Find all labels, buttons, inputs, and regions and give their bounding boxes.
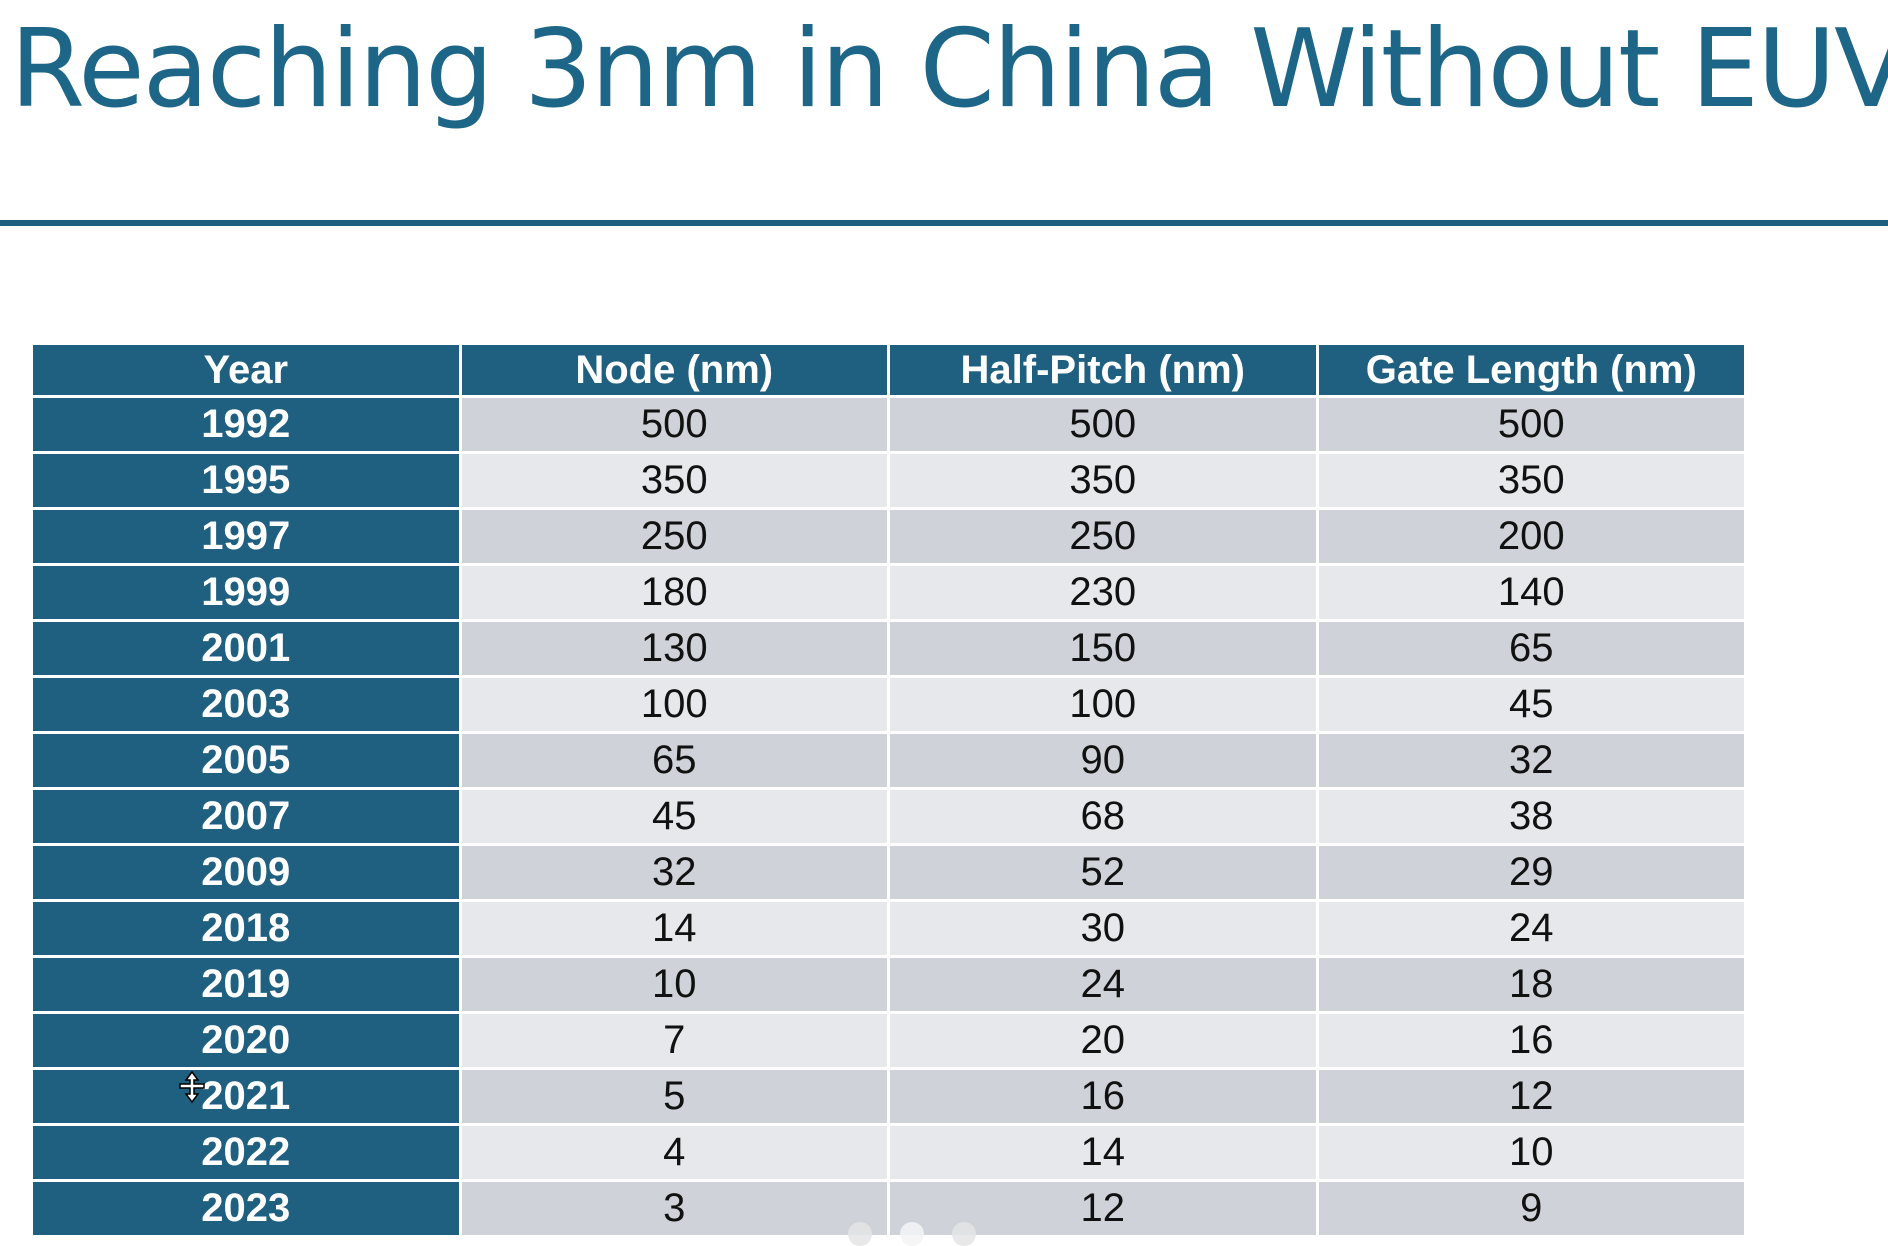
half-pitch-cell[interactable]: 250 (890, 510, 1316, 563)
table-row[interactable]: 2020 7 20 16 (33, 1014, 1744, 1067)
half-pitch-cell[interactable]: 500 (890, 398, 1316, 451)
year-cell[interactable]: 2020 (33, 1014, 459, 1067)
gate-length-cell[interactable]: 200 (1318, 510, 1744, 563)
table-body: 1992 500 500 500 1995 350 350 350 1997 250 250 200 1… (33, 398, 1744, 1235)
half-pitch-cell[interactable]: 90 (890, 734, 1316, 787)
year-cell[interactable]: 2007 (33, 790, 459, 843)
year-cell[interactable]: 1997 (33, 510, 459, 563)
half-pitch-cell[interactable]: 68 (890, 790, 1316, 843)
slide-title: Reaching 3nm in China Without EUV (10, 7, 1888, 132)
data-table-container: Year Node (nm) Half-Pitch (nm) Gate Leng… (30, 342, 1747, 1238)
table-row[interactable]: 2005 65 90 32 (33, 734, 1744, 787)
node-cell[interactable]: 45 (461, 790, 887, 843)
year-cell[interactable]: 2005 (33, 734, 459, 787)
half-pitch-cell[interactable]: 230 (890, 566, 1316, 619)
gate-length-cell[interactable]: 65 (1318, 622, 1744, 675)
process-node-table[interactable]: Year Node (nm) Half-Pitch (nm) Gate Leng… (30, 342, 1747, 1238)
node-cell[interactable]: 32 (461, 846, 887, 899)
gate-length-cell[interactable]: 12 (1318, 1070, 1744, 1123)
year-cell[interactable]: 2018 (33, 902, 459, 955)
header-gate-length[interactable]: Gate Length (nm) (1318, 345, 1744, 395)
gate-length-cell[interactable]: 32 (1318, 734, 1744, 787)
resize-row-cursor-icon (179, 1070, 205, 1104)
gate-length-cell[interactable]: 45 (1318, 678, 1744, 731)
year-cell[interactable]: 1992 (33, 398, 459, 451)
header-year[interactable]: Year (33, 345, 459, 395)
node-cell[interactable]: 5 (461, 1070, 887, 1123)
table-row[interactable]: 1999 180 230 140 (33, 566, 1744, 619)
half-pitch-cell[interactable]: 30 (890, 902, 1316, 955)
year-cell[interactable]: 1999 (33, 566, 459, 619)
gate-length-cell[interactable]: 140 (1318, 566, 1744, 619)
year-cell[interactable]: 2023 (33, 1182, 459, 1235)
node-cell[interactable]: 500 (461, 398, 887, 451)
table-header-row: Year Node (nm) Half-Pitch (nm) Gate Leng… (33, 345, 1744, 395)
year-cell[interactable]: 1995 (33, 454, 459, 507)
gate-length-cell[interactable]: 24 (1318, 902, 1744, 955)
gate-length-cell[interactable]: 38 (1318, 790, 1744, 843)
half-pitch-cell[interactable]: 24 (890, 958, 1316, 1011)
gate-length-cell[interactable]: 16 (1318, 1014, 1744, 1067)
node-cell[interactable]: 180 (461, 566, 887, 619)
node-cell[interactable]: 130 (461, 622, 887, 675)
table-row[interactable]: 2003 100 100 45 (33, 678, 1744, 731)
table-row[interactable]: 1995 350 350 350 (33, 454, 1744, 507)
table-row[interactable]: 2021 5 16 12 (33, 1070, 1744, 1123)
year-cell[interactable]: 2021 (33, 1070, 459, 1123)
gate-length-cell[interactable]: 9 (1318, 1182, 1744, 1235)
table-row[interactable]: 2001 130 150 65 (33, 622, 1744, 675)
table-row[interactable]: 1992 500 500 500 (33, 398, 1744, 451)
slide-pager (848, 1222, 976, 1246)
pager-dot-active[interactable] (900, 1222, 924, 1246)
half-pitch-cell[interactable]: 52 (890, 846, 1316, 899)
node-cell[interactable]: 65 (461, 734, 887, 787)
header-half-pitch[interactable]: Half-Pitch (nm) (890, 345, 1316, 395)
table-row[interactable]: 2019 10 24 18 (33, 958, 1744, 1011)
node-cell[interactable]: 7 (461, 1014, 887, 1067)
node-cell[interactable]: 250 (461, 510, 887, 563)
year-cell[interactable]: 2003 (33, 678, 459, 731)
node-cell[interactable]: 350 (461, 454, 887, 507)
table-row[interactable]: 2023 3 12 9 (33, 1182, 1744, 1235)
node-cell[interactable]: 4 (461, 1126, 887, 1179)
year-cell[interactable]: 2022 (33, 1126, 459, 1179)
half-pitch-cell[interactable]: 14 (890, 1126, 1316, 1179)
year-cell[interactable]: 2001 (33, 622, 459, 675)
table-row[interactable]: 2022 4 14 10 (33, 1126, 1744, 1179)
header-node[interactable]: Node (nm) (461, 345, 887, 395)
half-pitch-cell[interactable]: 100 (890, 678, 1316, 731)
gate-length-cell[interactable]: 10 (1318, 1126, 1744, 1179)
year-cell[interactable]: 2019 (33, 958, 459, 1011)
half-pitch-cell[interactable]: 16 (890, 1070, 1316, 1123)
gate-length-cell[interactable]: 500 (1318, 398, 1744, 451)
node-cell[interactable]: 10 (461, 958, 887, 1011)
half-pitch-cell[interactable]: 350 (890, 454, 1316, 507)
gate-length-cell[interactable]: 350 (1318, 454, 1744, 507)
node-cell[interactable]: 14 (461, 902, 887, 955)
pager-dot[interactable] (848, 1222, 872, 1246)
node-cell[interactable]: 3 (461, 1182, 887, 1235)
table-row[interactable]: 2009 32 52 29 (33, 846, 1744, 899)
year-cell[interactable]: 2009 (33, 846, 459, 899)
half-pitch-cell[interactable]: 20 (890, 1014, 1316, 1067)
table-row[interactable]: 2018 14 30 24 (33, 902, 1744, 955)
gate-length-cell[interactable]: 29 (1318, 846, 1744, 899)
node-cell[interactable]: 100 (461, 678, 887, 731)
table-row[interactable]: 2007 45 68 38 (33, 790, 1744, 843)
gate-length-cell[interactable]: 18 (1318, 958, 1744, 1011)
title-divider (0, 220, 1888, 226)
half-pitch-cell[interactable]: 150 (890, 622, 1316, 675)
table-row[interactable]: 1997 250 250 200 (33, 510, 1744, 563)
pager-dot[interactable] (952, 1222, 976, 1246)
